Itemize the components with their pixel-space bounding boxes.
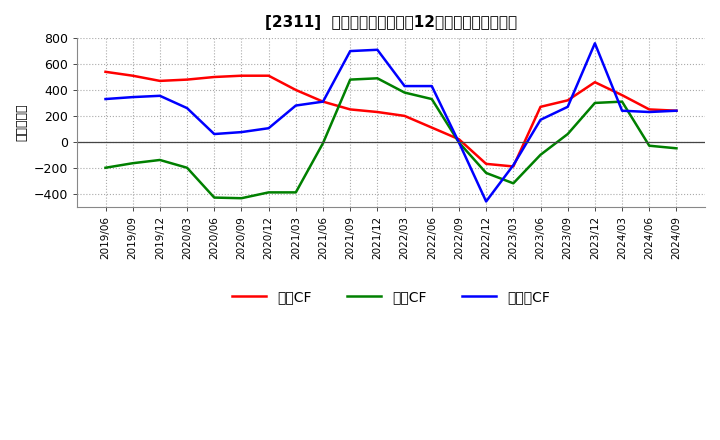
営業CF [672,108,681,114]
営業CF [590,80,599,85]
フリーCF [292,103,300,108]
フリーCF [454,140,463,145]
投資CF [346,77,354,82]
Title: [2311]  キャッシュフローの12か月移動合計の推移: [2311] キャッシュフローの12か月移動合計の推移 [265,15,517,30]
営業CF [210,74,219,80]
営業CF [128,73,137,78]
フリーCF [509,162,518,168]
投資CF [128,161,137,166]
フリーCF [618,108,626,114]
投資CF [482,170,490,176]
Y-axis label: （百万円）: （百万円） [15,104,28,141]
フリーCF [346,48,354,54]
投資CF [373,76,382,81]
フリーCF [264,125,273,131]
フリーCF [536,117,545,122]
フリーCF [210,132,219,137]
フリーCF [102,96,110,102]
営業CF [373,110,382,115]
フリーCF [128,95,137,100]
営業CF [264,73,273,78]
フリーCF [237,129,246,135]
営業CF [292,87,300,92]
投資CF [210,195,219,200]
営業CF [536,104,545,110]
投資CF [454,140,463,145]
投資CF [183,165,192,170]
フリーCF [428,84,436,89]
投資CF [264,190,273,195]
Line: 営業CF: 営業CF [106,72,677,166]
フリーCF [183,106,192,111]
Legend: 営業CF, 投資CF, フリーCF: 営業CF, 投資CF, フリーCF [226,284,556,309]
Line: フリーCF: フリーCF [106,43,677,202]
投資CF [428,96,436,102]
営業CF [102,69,110,74]
フリーCF [156,93,164,99]
投資CF [509,181,518,186]
投資CF [618,99,626,104]
フリーCF [400,84,409,89]
営業CF [346,107,354,112]
投資CF [645,143,654,148]
投資CF [156,158,164,163]
投資CF [590,100,599,106]
フリーCF [563,104,572,110]
営業CF [618,92,626,98]
フリーCF [482,199,490,204]
投資CF [102,165,110,170]
営業CF [237,73,246,78]
営業CF [509,164,518,169]
営業CF [563,98,572,103]
Line: 投資CF: 投資CF [106,78,677,198]
フリーCF [672,108,681,114]
営業CF [183,77,192,82]
営業CF [645,107,654,112]
営業CF [156,78,164,84]
投資CF [672,146,681,151]
営業CF [454,136,463,142]
営業CF [428,125,436,130]
フリーCF [373,47,382,52]
営業CF [482,161,490,166]
営業CF [400,113,409,118]
フリーCF [590,40,599,46]
投資CF [563,132,572,137]
投資CF [319,140,328,146]
投資CF [400,90,409,95]
フリーCF [645,110,654,115]
フリーCF [319,99,328,104]
投資CF [536,152,545,158]
営業CF [319,99,328,104]
投資CF [237,196,246,201]
投資CF [292,190,300,195]
